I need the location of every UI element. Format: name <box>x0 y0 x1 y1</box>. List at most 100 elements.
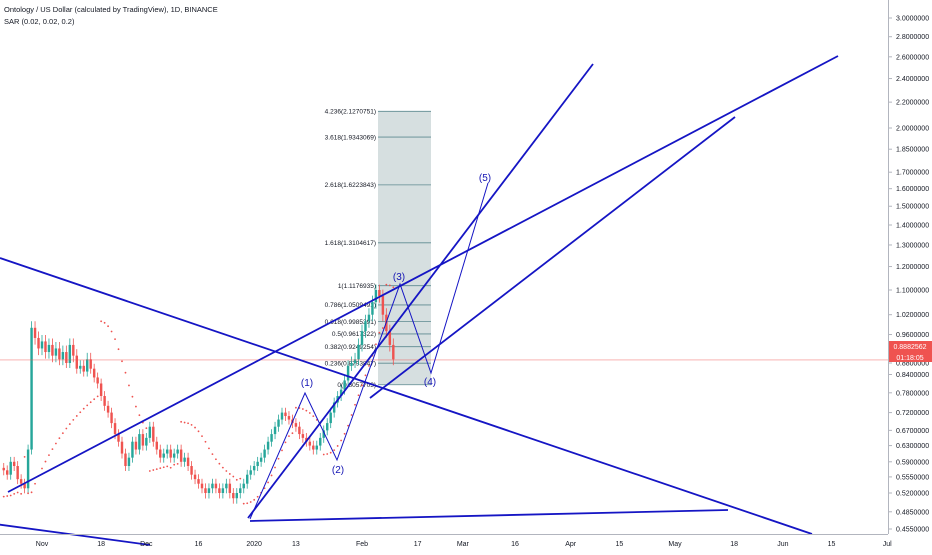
candle-up <box>86 359 89 372</box>
fib-level-label: 0.382(0.9249254) <box>325 344 376 351</box>
sar-dot <box>176 462 179 465</box>
sar-dot <box>131 395 134 398</box>
candle-up <box>360 331 364 345</box>
sar-dot <box>235 478 238 481</box>
indicator-label[interactable]: SAR (0.02, 0.02, 0.2) <box>4 17 75 26</box>
trendlines[interactable] <box>0 55 888 546</box>
sar-dot <box>6 495 9 497</box>
candle-down <box>232 493 235 499</box>
candle-down <box>155 441 158 450</box>
candle-down <box>214 483 218 489</box>
trendline[interactable] <box>369 116 736 399</box>
sar-dot <box>93 398 96 401</box>
candle-down <box>200 483 204 489</box>
price-tick-label: 1.5000000 <box>896 204 929 211</box>
candle-down <box>284 412 287 417</box>
wave-label[interactable]: (4) <box>424 377 436 388</box>
candle-up <box>183 457 186 462</box>
candle-down <box>33 327 37 338</box>
candle-up <box>54 348 58 356</box>
sar-dot <box>284 441 287 444</box>
sar-dot <box>16 491 19 494</box>
price-tick-label: 1.1000000 <box>896 288 929 295</box>
elliott-wave-labels[interactable]: (1) (2) (3) (4) (5) <box>301 173 491 476</box>
candle-up <box>148 426 152 438</box>
time-axis[interactable]: Nov 18 Dec 16 2020 13 Feb 17 Mar 16 Apr 15 May 18 Jun 1… <box>36 541 892 548</box>
price-tick-label: 0.8800000 <box>896 361 929 368</box>
fib-level-label: 1(1.1176935) <box>338 283 376 290</box>
sar-dot <box>190 423 193 426</box>
candle-down <box>58 348 61 360</box>
sar-dot <box>89 401 92 404</box>
candle-down <box>2 467 5 471</box>
elliott-wave-path[interactable] <box>249 182 489 520</box>
sar-dot <box>204 440 207 443</box>
price-tick-label: 0.8400000 <box>896 372 929 379</box>
sar-dot <box>41 467 43 470</box>
price-tick-label: 3.0000000 <box>896 16 929 23</box>
price-tick-label: 0.5900000 <box>896 459 929 466</box>
price-tick-label: 0.9600000 <box>896 332 929 339</box>
candle-up <box>252 466 256 471</box>
candle-down <box>301 434 305 438</box>
sar-dot <box>378 331 381 334</box>
symbol-title[interactable]: Ontology / US Dollar (calculated by Trad… <box>4 5 218 14</box>
time-tick-label: 13 <box>292 541 300 548</box>
fibonacci-extension[interactable]: 0(0.8057703) 0.236(0.8793847) 0.382(0.9249… <box>325 109 431 389</box>
time-tick-label: Apr <box>565 541 577 548</box>
wave-label[interactable]: (1) <box>301 378 313 389</box>
price-badges: 0.8882562 01:18:05 <box>889 341 932 362</box>
trendline[interactable] <box>7 55 839 493</box>
candle-down <box>99 383 103 396</box>
fib-extension-zone[interactable] <box>378 111 431 385</box>
candle-down <box>381 296 385 315</box>
sar-dot <box>218 462 221 465</box>
sar-dot <box>86 404 89 407</box>
sar-dot <box>242 502 245 505</box>
candle-down <box>204 488 207 493</box>
candle-down <box>193 474 197 480</box>
sar-dot <box>128 384 130 387</box>
candle-down <box>110 412 113 424</box>
candle-down <box>179 449 183 462</box>
candle-up <box>266 441 270 450</box>
candle-down <box>96 377 99 384</box>
price-tick-label: 2.2000000 <box>896 100 929 107</box>
candle-up <box>235 493 238 499</box>
trendline[interactable] <box>247 63 594 519</box>
candle-down <box>23 483 26 489</box>
candle-up <box>9 461 12 475</box>
sar-dot <box>225 470 228 472</box>
price-axis[interactable]: 3.0000000 2.8000000 2.6000000 2.4000000 2.20… <box>888 16 929 534</box>
sar-dot <box>148 470 151 472</box>
bar-countdown: 01:18:05 <box>896 355 923 362</box>
sar-dot <box>72 418 75 421</box>
candle-down <box>6 470 9 475</box>
sar-dot <box>155 468 158 470</box>
time-tick-label: Dec <box>140 541 153 548</box>
candle-up <box>249 470 252 475</box>
candle-up <box>343 380 346 390</box>
candle-up <box>322 430 325 438</box>
candle-up <box>207 488 211 493</box>
candle-up <box>319 437 322 446</box>
sar-dot <box>9 494 12 497</box>
sar-dot <box>215 458 217 461</box>
sar-dot <box>166 465 169 468</box>
price-tick-label: 2.8000000 <box>896 34 929 41</box>
trendline[interactable] <box>249 509 729 522</box>
candle-up <box>47 344 51 353</box>
sar-dot <box>322 453 325 456</box>
candle-up <box>374 290 378 303</box>
wave-label[interactable]: (5) <box>479 173 491 184</box>
wave-label[interactable]: (3) <box>393 272 405 283</box>
sar-dot <box>381 327 384 329</box>
candle-up <box>211 483 214 489</box>
sar-dot <box>340 439 343 442</box>
wave-label[interactable]: (2) <box>332 465 344 476</box>
trendline[interactable] <box>0 257 813 535</box>
candle-down <box>186 457 190 467</box>
candle-down <box>92 368 96 378</box>
